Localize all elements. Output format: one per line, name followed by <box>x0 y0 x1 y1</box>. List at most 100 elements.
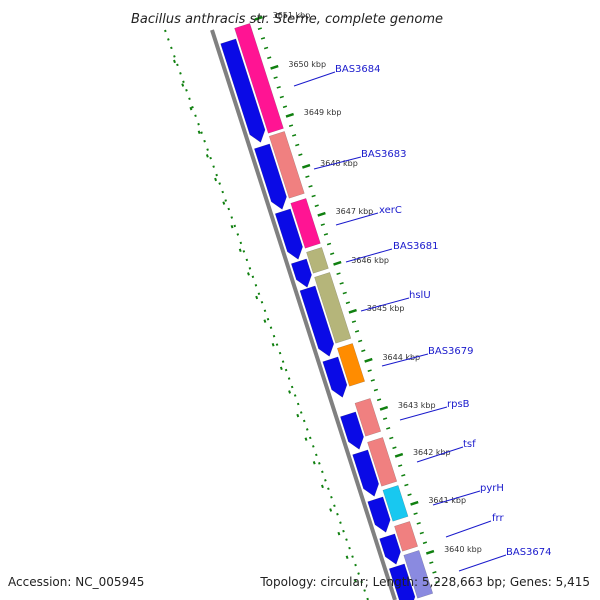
forward-feature-9 <box>382 485 409 522</box>
label-leader-line <box>445 520 492 538</box>
forward-feature-3 <box>290 198 321 249</box>
forward-feature-1 <box>234 23 284 134</box>
label-leader-line <box>381 353 429 367</box>
reverse-cds-9 <box>367 496 391 533</box>
gene-label-rpsB: rpsB <box>447 399 470 410</box>
minor-tick <box>336 272 341 275</box>
tick-label: 3646 kbp <box>351 256 389 265</box>
minor-tick <box>367 369 372 372</box>
minor-tick <box>323 233 329 236</box>
minor-tick <box>298 153 303 157</box>
ruler-ticks: 3651 kbp 3650 kbp 3649 kbp 3648 kbp 3647 kbp… <box>254 11 482 584</box>
minor-tick <box>358 339 363 343</box>
minor-tick <box>267 56 272 60</box>
reverse-cds-5 <box>299 285 335 357</box>
reverse-cds-6 <box>322 356 348 398</box>
minor-tick <box>291 134 297 137</box>
tick-label: 3649 kbp <box>304 108 342 117</box>
gene-label-tsf: tsf <box>463 439 476 450</box>
tick-label: 3645 kbp <box>367 304 405 313</box>
minor-tick <box>351 320 357 323</box>
tick-mark <box>410 500 419 506</box>
forward-feature-7 <box>354 398 382 437</box>
minor-tick <box>419 531 424 535</box>
minor-tick <box>398 464 403 467</box>
tick-mark <box>317 211 326 217</box>
gene-labels: BAS3684 BAS3683 xerC BAS3681 hslU BAS3679 rpsB… <box>293 64 552 572</box>
minor-tick <box>361 349 366 353</box>
minor-tick <box>401 474 406 477</box>
tick-label: 3643 kbp <box>398 401 436 410</box>
gene-label-BAS3683: BAS3683 <box>361 149 407 160</box>
tick-mark <box>394 452 404 458</box>
minor-tick <box>308 185 313 188</box>
label-leader-line <box>399 406 448 421</box>
gc-line-inner <box>164 29 369 600</box>
minor-tick <box>392 446 397 450</box>
minor-tick <box>376 398 382 402</box>
label-leader-line <box>416 446 464 463</box>
accession-text: Accession: NC_005945 <box>8 575 144 589</box>
topology-text: Topology: circular; Length: 5,228,663 bp… <box>259 575 590 589</box>
minor-tick <box>330 252 335 256</box>
minor-tick <box>416 522 421 525</box>
minor-tick <box>282 105 288 109</box>
label-leader-line <box>335 212 379 226</box>
gc-line-dash <box>173 59 363 600</box>
minor-tick <box>389 436 394 440</box>
gc-content-track <box>164 29 369 600</box>
minor-tick <box>373 388 379 392</box>
gene-label-pyrH: pyrH <box>480 483 504 494</box>
map-title: Bacillus anthracis str. Sterne, complete… <box>131 12 443 27</box>
minor-tick <box>314 204 319 208</box>
tick-label: 3651 kbp <box>273 11 311 20</box>
minor-tick <box>257 27 263 30</box>
minor-tick <box>288 124 294 127</box>
reverse-cds-2 <box>254 143 287 210</box>
gene-label-BAS3681: BAS3681 <box>393 241 439 252</box>
gene-label-xerC: xerC <box>379 205 402 216</box>
minor-tick <box>326 242 332 246</box>
gene-label-hslU: hslU <box>409 290 431 301</box>
label-leader-line <box>345 248 393 263</box>
tick-label: 3644 kbp <box>382 353 420 362</box>
tick-label: 3647 kbp <box>336 207 374 216</box>
tick-label: 3640 kbp <box>444 545 482 554</box>
reverse-cds-3 <box>274 208 303 260</box>
minor-tick <box>345 301 351 305</box>
minor-tick <box>432 571 437 574</box>
minor-tick <box>320 223 325 226</box>
minor-tick <box>370 379 375 382</box>
tick-mark <box>301 163 311 169</box>
label-leader-line <box>360 297 410 312</box>
minor-tick <box>295 143 300 147</box>
tick-label: 3642 kbp <box>413 448 451 457</box>
tick-mark <box>285 112 294 118</box>
reverse-cds-11 <box>388 563 416 600</box>
tick-mark <box>254 15 263 21</box>
gene-label-BAS3679: BAS3679 <box>428 346 474 357</box>
tick-mark <box>348 308 357 314</box>
minor-tick <box>276 86 281 89</box>
label-leader-line <box>432 490 481 506</box>
forward-feature-10 <box>394 521 419 552</box>
minor-tick <box>263 46 269 50</box>
minor-tick <box>354 330 360 333</box>
tick-label: 3648 kbp <box>320 159 358 168</box>
gene-label-BAS3674: BAS3674 <box>506 547 552 558</box>
label-leader-line <box>458 554 507 572</box>
minor-tick <box>311 194 316 198</box>
label-leader-line <box>293 71 336 87</box>
tick-mark <box>425 549 435 555</box>
genome-backbone <box>210 29 397 600</box>
minor-tick <box>279 95 284 99</box>
forward-strand-track <box>234 23 434 599</box>
reverse-cds-1 <box>220 38 266 143</box>
minor-tick <box>339 282 344 285</box>
minor-tick <box>305 175 310 178</box>
reverse-cds-10 <box>379 533 401 565</box>
minor-tick <box>386 427 391 430</box>
minor-tick <box>404 483 409 487</box>
label-leader-line <box>313 156 362 170</box>
